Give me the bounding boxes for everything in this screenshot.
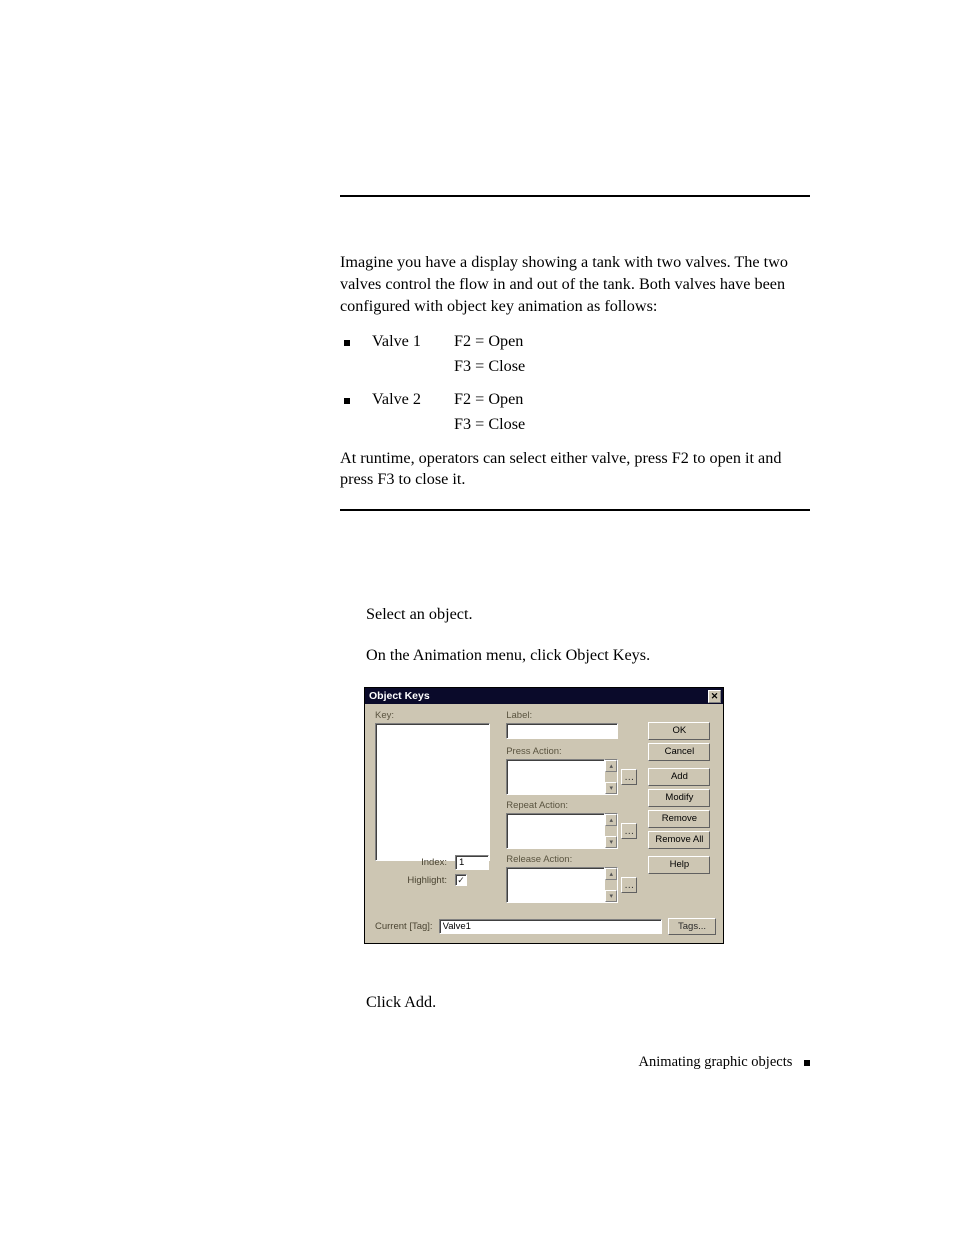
bullet-marker xyxy=(344,340,350,346)
scroll-up-icon[interactable]: ▴ xyxy=(605,868,617,880)
ok-button[interactable]: OK xyxy=(648,722,710,740)
label-input[interactable] xyxy=(506,723,618,739)
key-listbox[interactable] xyxy=(375,723,490,861)
dialog-title: Object Keys xyxy=(369,690,430,702)
scroll-up-icon[interactable]: ▴ xyxy=(605,814,617,826)
index-input[interactable] xyxy=(455,855,489,870)
scrollbar[interactable]: ▴▾ xyxy=(605,867,618,903)
repeat-action-label: Repeat Action: xyxy=(506,800,640,811)
footer-marker-icon xyxy=(804,1060,810,1066)
current-tag-label: Current [Tag]: xyxy=(375,921,433,932)
bullet-label: Valve 2 xyxy=(372,390,454,409)
press-action-label: Press Action: xyxy=(506,746,640,757)
highlight-checkbox[interactable]: ✓ xyxy=(455,874,467,886)
remove-button[interactable]: Remove xyxy=(648,810,710,828)
step-1: Select an object. xyxy=(366,605,810,624)
add-button[interactable]: Add xyxy=(648,768,710,786)
bullet-valve-2: Valve 2 F2 = Open xyxy=(340,390,810,409)
key-label: Key: xyxy=(375,710,504,721)
index-label: Index: xyxy=(399,857,447,868)
press-action-input[interactable] xyxy=(506,759,605,795)
bullet-valve-1: Valve 1 F2 = Open xyxy=(340,332,810,351)
bullet-label: Valve 1 xyxy=(372,332,454,351)
cancel-button[interactable]: Cancel xyxy=(648,743,710,761)
step-2: On the Animation menu, click Object Keys… xyxy=(366,646,810,665)
bullet-marker xyxy=(344,398,350,404)
browse-button[interactable]: … xyxy=(621,823,637,839)
bullet-value-line2: F3 = Close xyxy=(454,357,810,376)
scrollbar[interactable]: ▴▾ xyxy=(605,813,618,849)
scrollbar[interactable]: ▴▾ xyxy=(605,759,618,795)
bullet-value: F2 = Open xyxy=(454,332,523,351)
scroll-down-icon[interactable]: ▾ xyxy=(605,782,617,794)
section-divider-bottom xyxy=(340,509,810,511)
release-action-label: Release Action: xyxy=(506,854,640,865)
browse-button[interactable]: … xyxy=(621,769,637,785)
section-divider-top xyxy=(340,195,810,197)
object-keys-dialog: Object Keys ✕ Key: Label: Press Action: … xyxy=(364,687,724,944)
scroll-up-icon[interactable]: ▴ xyxy=(605,760,617,772)
bullet-value-line2: F3 = Close xyxy=(454,415,810,434)
page-footer: Animating graphic objects xyxy=(340,1054,810,1071)
release-action-input[interactable] xyxy=(506,867,605,903)
remove-all-button[interactable]: Remove All xyxy=(648,831,710,849)
scroll-down-icon[interactable]: ▾ xyxy=(605,890,617,902)
dialog-titlebar[interactable]: Object Keys ✕ xyxy=(365,688,723,704)
repeat-action-input[interactable] xyxy=(506,813,605,849)
footer-text: Animating graphic objects xyxy=(639,1054,793,1070)
step-3: Click Add. xyxy=(366,993,436,1012)
highlight-label: Highlight: xyxy=(399,875,447,886)
modify-button[interactable]: Modify xyxy=(648,789,710,807)
close-icon[interactable]: ✕ xyxy=(708,690,721,703)
browse-button[interactable]: … xyxy=(621,877,637,893)
current-tag-input[interactable] xyxy=(439,919,662,934)
label-label: Label: xyxy=(506,710,640,721)
scroll-down-icon[interactable]: ▾ xyxy=(605,836,617,848)
bullet-value: F2 = Open xyxy=(454,390,523,409)
intro-paragraph: Imagine you have a display showing a tan… xyxy=(340,252,810,318)
help-button[interactable]: Help xyxy=(648,856,710,874)
runtime-paragraph: At runtime, operators can select either … xyxy=(340,448,810,492)
tags-button[interactable]: Tags... xyxy=(668,918,716,935)
